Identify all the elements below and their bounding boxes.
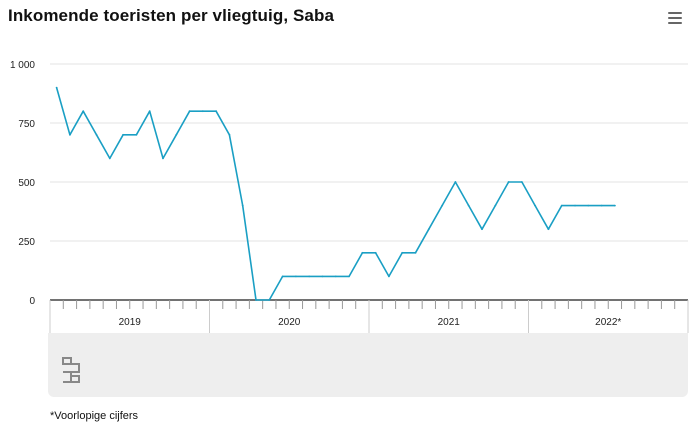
data-point [334, 275, 337, 278]
data-point [520, 181, 523, 183]
data-point [374, 251, 377, 254]
x-tick-label: 2020 [278, 317, 301, 328]
data-point [281, 275, 284, 278]
data-point [388, 275, 390, 278]
y-tick-label: 750 [18, 119, 35, 130]
data-point [241, 204, 244, 207]
y-tick-label: 0 [29, 296, 35, 307]
data-point [135, 133, 138, 136]
data-point [507, 181, 510, 183]
data-point [55, 86, 58, 89]
data-point [481, 228, 483, 231]
x-axis-year-labels: 2019 2020 2021 2022* [119, 317, 622, 328]
data-point [414, 251, 417, 254]
data-point [454, 181, 457, 183]
data-point [308, 275, 311, 278]
series-line [55, 87, 615, 301]
data-point [441, 204, 444, 207]
x-tick-label: 2019 [119, 317, 142, 328]
data-point [574, 204, 576, 207]
data-point [467, 204, 470, 207]
data-point [294, 275, 297, 278]
data-point [401, 251, 404, 254]
data-point [228, 133, 231, 136]
y-axis-ticks: 0 250 500 750 1 000 [10, 60, 35, 307]
data-point [188, 110, 191, 113]
x-tick-label: 2021 [438, 317, 461, 328]
data-point [122, 133, 125, 136]
data-point [95, 133, 98, 136]
y-tick-label: 250 [18, 237, 35, 248]
x-tick-label: 2022* [595, 317, 621, 328]
data-point [82, 110, 85, 113]
data-point [321, 275, 324, 278]
data-point [175, 133, 178, 136]
cbs-logo [60, 355, 82, 390]
data-point [268, 299, 271, 301]
data-point [215, 110, 218, 113]
y-tick-label: 500 [18, 178, 35, 189]
hamburger-menu-icon[interactable] [668, 12, 682, 26]
data-point [547, 228, 550, 231]
data-point [494, 204, 497, 207]
data-point [560, 204, 563, 207]
series-group [55, 86, 616, 301]
footnote: *Voorlopige cijfers [50, 410, 139, 422]
data-point [348, 275, 350, 278]
y-tick-label: 1 000 [10, 60, 35, 71]
data-point [600, 204, 603, 207]
data-point [69, 133, 71, 136]
data-point [162, 157, 164, 160]
data-point [255, 299, 257, 301]
data-point [108, 157, 111, 160]
data-point [361, 251, 364, 254]
data-point [427, 228, 430, 231]
data-point [613, 204, 616, 207]
chart-title: Inkomende toeristen per vliegtuig, Saba [8, 6, 335, 25]
logo-panel [48, 333, 688, 397]
x-axis [49, 299, 689, 333]
data-point [148, 110, 151, 113]
data-point [587, 204, 590, 207]
data-point [201, 110, 204, 113]
line-chart: 0 250 500 750 1 000 2019 2020 2021 2022* [10, 60, 689, 333]
gridlines [50, 63, 688, 242]
data-point [534, 204, 537, 207]
